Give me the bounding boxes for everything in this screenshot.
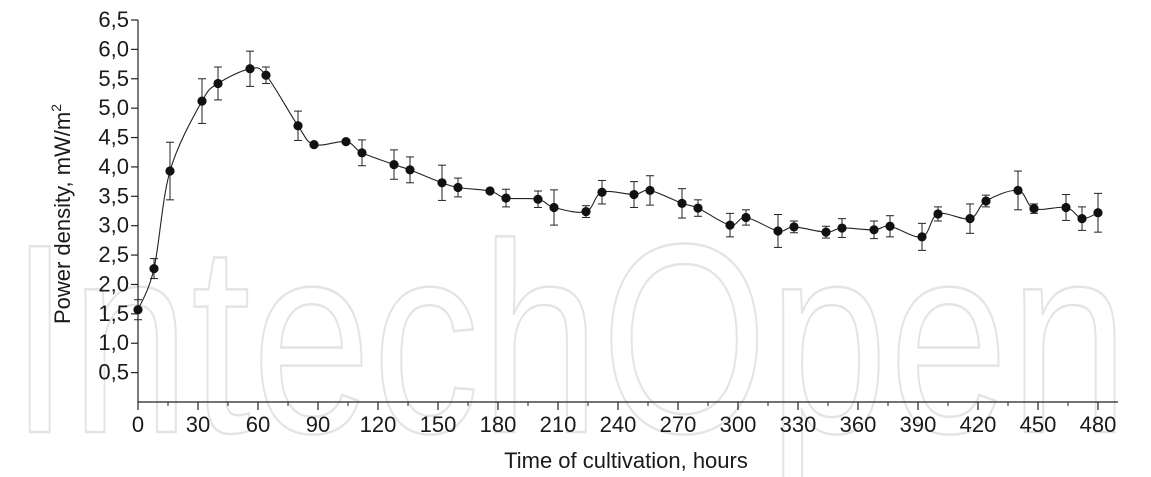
x-tick-label: 300	[720, 412, 757, 437]
x-tick-label: 210	[540, 412, 577, 437]
data-point	[821, 227, 831, 237]
y-tick-label: 2,5	[98, 242, 129, 267]
x-tick-label: 240	[600, 412, 637, 437]
data-point	[357, 148, 367, 158]
data-point	[773, 226, 783, 236]
y-axis-title-main: Power density, mW/m	[50, 112, 75, 324]
data-point	[213, 78, 223, 89]
data-point	[245, 64, 255, 74]
data-point	[197, 96, 207, 106]
y-tick-label: 0,5	[98, 360, 129, 385]
data-point	[165, 166, 175, 176]
data-point	[549, 202, 559, 213]
x-tick-label: 330	[780, 412, 817, 437]
data-point	[1061, 202, 1071, 213]
data-point	[917, 232, 927, 242]
data-point	[965, 214, 975, 224]
data-point	[437, 178, 447, 188]
y-tick-label: 1,5	[98, 301, 129, 326]
y-tick-label: 5,0	[98, 95, 129, 120]
x-tick-label: 480	[1080, 412, 1117, 437]
data-point	[597, 187, 607, 197]
data-point	[501, 193, 511, 203]
x-tick-label: 270	[660, 412, 697, 437]
data-point	[725, 220, 735, 230]
y-tick-label: 4,0	[98, 154, 129, 179]
data-point	[693, 203, 703, 213]
y-axis-title-superscript: 2	[48, 104, 64, 112]
data-point	[869, 225, 879, 235]
data-point	[1093, 208, 1103, 218]
data-point	[293, 121, 303, 131]
data-point	[885, 221, 895, 231]
data-points	[133, 64, 1103, 315]
x-tick-label: 360	[840, 412, 877, 437]
data-point	[1013, 185, 1023, 196]
intechopen-watermark: IntechOpen	[9, 188, 1130, 477]
axes	[137, 20, 1118, 403]
y-tick-label: 6,5	[98, 7, 129, 32]
x-tick-label: 0	[132, 412, 144, 437]
data-point	[485, 186, 495, 196]
data-point	[405, 165, 415, 175]
data-point	[1029, 204, 1039, 214]
data-point	[261, 70, 271, 80]
y-tick-label: 5,5	[98, 66, 129, 91]
x-axis-title: Time of cultivation, hours	[504, 448, 748, 473]
data-point	[149, 263, 159, 274]
data-point	[341, 137, 351, 147]
data-point	[389, 159, 399, 170]
data-point	[645, 185, 655, 196]
data-point	[533, 194, 543, 204]
x-tick-label: 120	[360, 412, 397, 437]
y-tick-label: 3,5	[98, 183, 129, 208]
ticks: 0 30 60 90 120 150 180 210 240 270 300 330 360 390 420…	[98, 7, 1116, 437]
x-tick-label: 180	[480, 412, 517, 437]
svg-text:IntechOpen: IntechOpen	[10, 189, 1130, 477]
x-tick-label: 420	[960, 412, 997, 437]
data-point	[933, 209, 943, 219]
data-point	[133, 305, 143, 315]
data-point	[741, 212, 751, 223]
data-point	[837, 223, 847, 233]
y-tick-label: 2,0	[98, 271, 129, 296]
data-point	[581, 206, 591, 217]
x-tick-label: 450	[1020, 412, 1057, 437]
data-point	[789, 222, 799, 232]
data-point	[1077, 214, 1087, 224]
data-point	[981, 196, 991, 206]
x-tick-label: 90	[306, 412, 330, 437]
y-tick-label: 3,0	[98, 213, 129, 238]
x-tick-label: 60	[246, 412, 270, 437]
y-tick-label: 4,5	[98, 125, 129, 150]
data-point	[677, 198, 687, 208]
y-tick-label: 1,0	[98, 330, 129, 355]
data-point	[309, 139, 319, 150]
x-tick-label: 390	[900, 412, 937, 437]
data-point	[629, 189, 639, 200]
y-tick-label: 6,0	[98, 36, 129, 61]
data-point	[453, 182, 463, 193]
y-axis-title: Power density, mW/m2	[48, 104, 75, 324]
x-tick-label: 150	[420, 412, 457, 437]
x-tick-label: 30	[186, 412, 210, 437]
